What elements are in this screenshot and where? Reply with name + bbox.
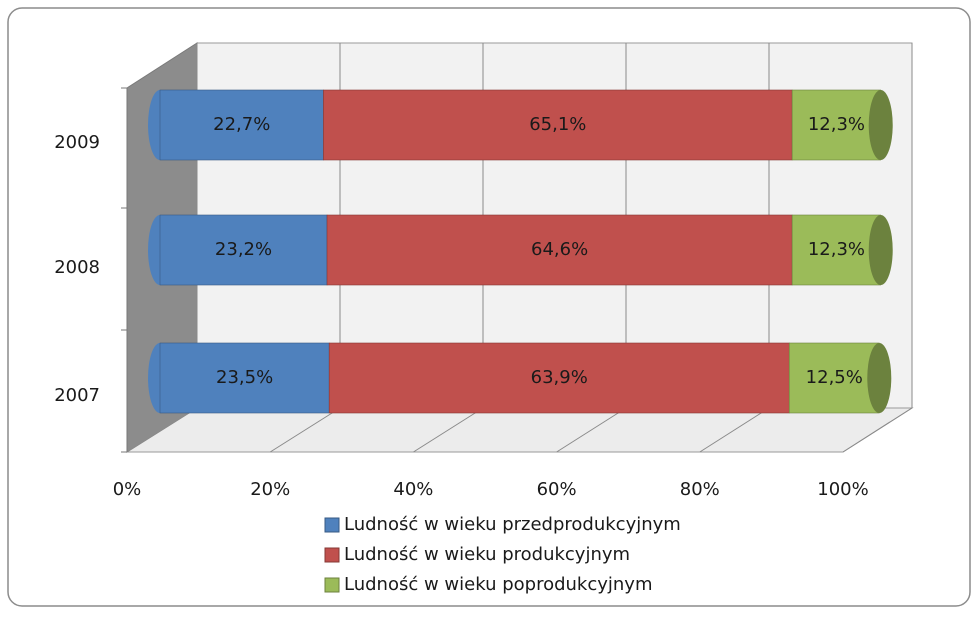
- legend-swatch: [324, 547, 340, 563]
- data-label: 12,3%: [808, 114, 865, 135]
- bar-cap: [867, 343, 892, 413]
- y-tick-label: 2007: [54, 385, 100, 406]
- grid-line: [413, 407, 484, 453]
- x-tick-label: 60%: [537, 479, 577, 500]
- y-tick-label: 2008: [54, 257, 100, 278]
- legend-swatch: [324, 517, 340, 533]
- data-label: 63,9%: [531, 367, 588, 388]
- x-tick-label: 80%: [680, 479, 720, 500]
- x-tick-label: 100%: [817, 479, 868, 500]
- data-label: 12,3%: [808, 239, 865, 260]
- grid-line: [842, 407, 913, 453]
- legend-label: Ludność w wieku produkcyjnym: [344, 544, 630, 565]
- floor: [125, 407, 914, 453]
- grid-line: [126, 407, 198, 453]
- x-tick-label: 0%: [113, 479, 142, 500]
- legend-swatch: [324, 577, 340, 593]
- legend-label: Ludność w wieku poprodukcyjnym: [344, 574, 653, 595]
- bar: [159, 89, 324, 161]
- bar-cap: [868, 215, 893, 285]
- x-tick-label: 40%: [393, 479, 433, 500]
- bar: [159, 342, 330, 414]
- bar: [159, 214, 328, 286]
- bar: [328, 342, 790, 414]
- data-label: 12,5%: [806, 367, 863, 388]
- data-label: 23,5%: [216, 367, 273, 388]
- bar: [791, 214, 882, 286]
- grid-line: [269, 407, 341, 453]
- data-label: 65,1%: [529, 114, 586, 135]
- data-label: 64,6%: [531, 239, 588, 260]
- grid-line: [699, 407, 770, 453]
- x-tick-label: 20%: [250, 479, 290, 500]
- bar: [323, 89, 793, 161]
- data-label: 23,2%: [215, 239, 272, 260]
- y-tick-label: 2009: [54, 132, 100, 153]
- bar-cap: [868, 90, 893, 160]
- data-label: 22,7%: [213, 114, 270, 135]
- bar: [791, 89, 882, 161]
- bar: [326, 214, 793, 286]
- legend-label: Ludność w wieku przedprodukcyjnym: [344, 514, 681, 535]
- bar: [788, 342, 880, 414]
- grid-line: [556, 407, 627, 453]
